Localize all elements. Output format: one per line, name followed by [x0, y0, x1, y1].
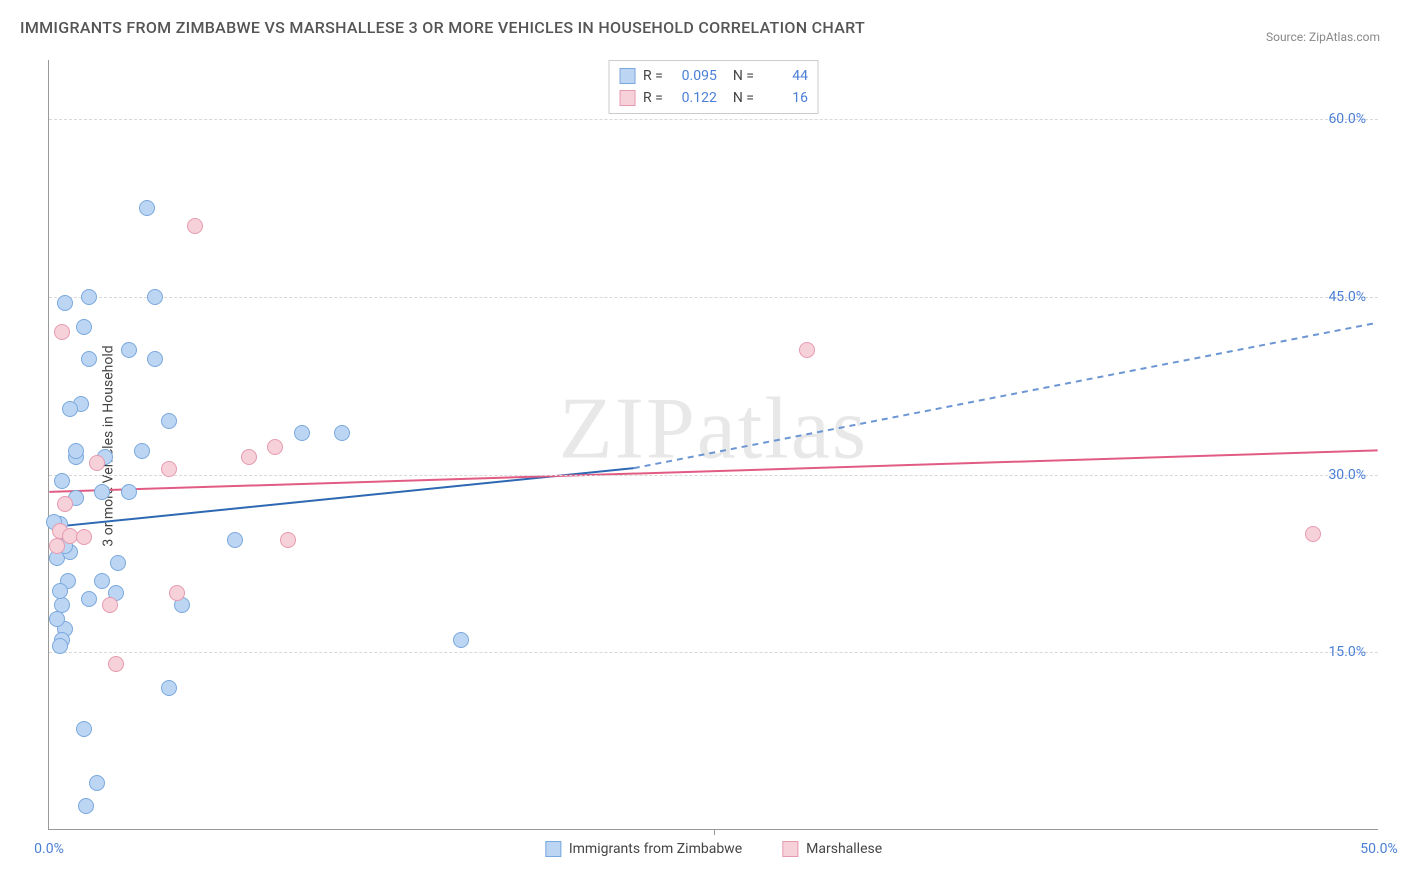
scatter-point	[54, 324, 70, 340]
legend-swatch	[619, 68, 635, 84]
scatter-point	[294, 425, 310, 441]
scatter-point	[280, 532, 296, 548]
legend-swatch	[545, 841, 561, 857]
scatter-point	[121, 484, 137, 500]
chart-title: IMMIGRANTS FROM ZIMBABWE VS MARSHALLESE …	[20, 18, 865, 37]
scatter-point	[89, 775, 105, 791]
scatter-point	[227, 532, 243, 548]
legend-label: Marshallese	[806, 841, 882, 857]
scatter-point	[187, 218, 203, 234]
r-value: 0.122	[671, 87, 717, 109]
r-label: R =	[643, 65, 663, 87]
scatter-point	[147, 351, 163, 367]
watermark: ZIPatlas	[559, 379, 868, 480]
scatter-point	[134, 443, 150, 459]
y-tick-label: 15.0%	[1328, 644, 1366, 660]
scatter-point	[81, 351, 97, 367]
scatter-point	[62, 401, 78, 417]
scatter-point	[57, 496, 73, 512]
scatter-point	[108, 656, 124, 672]
stats-legend-row: R = 0.122 N = 16	[619, 87, 808, 109]
x-tick-label: 0.0%	[34, 841, 64, 857]
gridline-h	[49, 119, 1378, 120]
trend-lines	[49, 60, 1378, 829]
n-value: 16	[762, 87, 808, 109]
scatter-point	[78, 798, 94, 814]
gridline-h	[49, 297, 1378, 298]
n-label: N =	[733, 65, 754, 87]
y-tick-label: 30.0%	[1328, 467, 1366, 483]
scatter-point	[89, 455, 105, 471]
scatter-point	[121, 342, 137, 358]
scatter-point	[54, 473, 70, 489]
legend-label: Immigrants from Zimbabwe	[569, 841, 742, 857]
scatter-point	[147, 289, 163, 305]
r-value: 0.095	[671, 65, 717, 87]
scatter-point	[453, 632, 469, 648]
scatter-point	[94, 573, 110, 589]
scatter-point	[241, 449, 257, 465]
stats-legend: R = 0.095 N = 44 R = 0.122 N = 16	[608, 60, 819, 114]
y-tick-label: 60.0%	[1328, 111, 1366, 127]
gridline-h	[49, 652, 1378, 653]
scatter-point	[139, 200, 155, 216]
scatter-point	[81, 591, 97, 607]
n-label: N =	[733, 87, 754, 109]
legend-swatch	[782, 841, 798, 857]
scatter-point	[161, 413, 177, 429]
gridline-h	[49, 475, 1378, 476]
plot-area: ZIPatlas R =0.095N =44R =0.122N =16 Immi…	[48, 60, 1378, 830]
scatter-point	[94, 484, 110, 500]
scatter-point	[49, 611, 65, 627]
scatter-point	[169, 585, 185, 601]
y-tick-label: 45.0%	[1328, 289, 1366, 305]
scatter-point	[161, 680, 177, 696]
scatter-point	[267, 439, 283, 455]
scatter-point	[57, 295, 73, 311]
scatter-point	[76, 529, 92, 545]
scatter-point	[161, 461, 177, 477]
legend-swatch	[619, 90, 635, 106]
r-label: R =	[643, 87, 663, 109]
scatter-point	[1305, 526, 1321, 542]
stats-legend-row: R = 0.095 N = 44	[619, 65, 808, 87]
scatter-point	[799, 342, 815, 358]
scatter-point	[76, 721, 92, 737]
x-tick-label: 50.0%	[1360, 841, 1398, 857]
scatter-point	[68, 443, 84, 459]
scatter-point	[334, 425, 350, 441]
x-tick	[714, 829, 715, 835]
scatter-point	[102, 597, 118, 613]
series-legend: Immigrants from Zimbabwe Marshallese	[545, 841, 882, 857]
n-value: 44	[762, 65, 808, 87]
scatter-point	[76, 319, 92, 335]
scatter-point	[81, 289, 97, 305]
source-attribution: Source: ZipAtlas.com	[1266, 30, 1380, 44]
scatter-point	[52, 638, 68, 654]
legend-item: Marshallese	[782, 841, 882, 857]
legend-item: Immigrants from Zimbabwe	[545, 841, 742, 857]
scatter-point	[110, 555, 126, 571]
scatter-point	[52, 583, 68, 599]
